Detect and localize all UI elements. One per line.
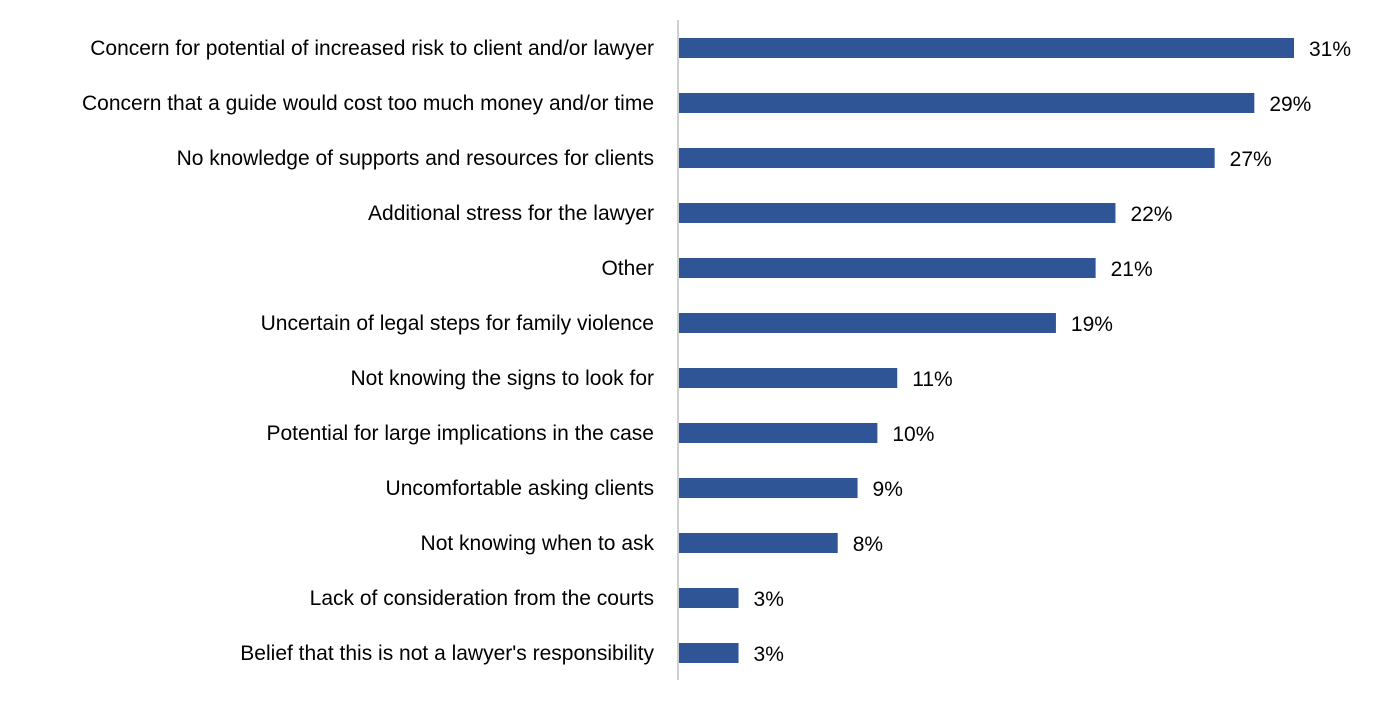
bar (679, 423, 878, 443)
category-label: Concern that a guide would cost too much… (82, 92, 654, 115)
category-label: Lack of consideration from the courts (310, 587, 654, 610)
value-labels: 31% 29% 27% 22% 21% 19% 11% 10% 9% 8% 3% 3% (754, 38, 1352, 666)
bar (679, 258, 1096, 278)
category-label: No knowledge of supports and resources f… (177, 147, 654, 170)
category-label: Other (601, 257, 654, 280)
category-label: Additional stress for the lawyer (368, 202, 654, 225)
bar (679, 533, 838, 553)
value-label: 3% (754, 588, 784, 611)
bar (679, 148, 1215, 168)
category-label: Potential for large implications in the … (266, 422, 654, 445)
category-label: Uncertain of legal steps for family viol… (261, 312, 654, 335)
bar (679, 478, 858, 498)
bar (679, 643, 739, 663)
category-label: Not knowing when to ask (421, 532, 655, 555)
value-label: 19% (1071, 313, 1113, 336)
category-label: Concern for potential of increased risk … (90, 37, 654, 60)
value-label: 11% (912, 368, 952, 391)
value-label: 27% (1230, 148, 1272, 171)
bar (679, 38, 1294, 58)
bars (679, 38, 1294, 663)
value-label: 31% (1309, 38, 1351, 61)
value-label: 10% (892, 423, 934, 446)
bar (679, 93, 1255, 113)
bar (679, 368, 898, 388)
category-labels: Concern for potential of increased risk … (82, 37, 654, 665)
value-label: 29% (1269, 93, 1311, 116)
category-label: Belief that this is not a lawyer's respo… (240, 642, 654, 665)
bar (679, 203, 1116, 223)
bar (679, 313, 1056, 333)
category-label: Uncomfortable asking clients (386, 477, 654, 500)
value-label: 3% (754, 643, 784, 666)
category-label: Not knowing the signs to look for (351, 367, 655, 390)
value-label: 9% (873, 478, 903, 501)
value-label: 22% (1130, 203, 1172, 226)
value-label: 21% (1111, 258, 1153, 281)
bar (679, 588, 739, 608)
value-label: 8% (853, 533, 883, 556)
